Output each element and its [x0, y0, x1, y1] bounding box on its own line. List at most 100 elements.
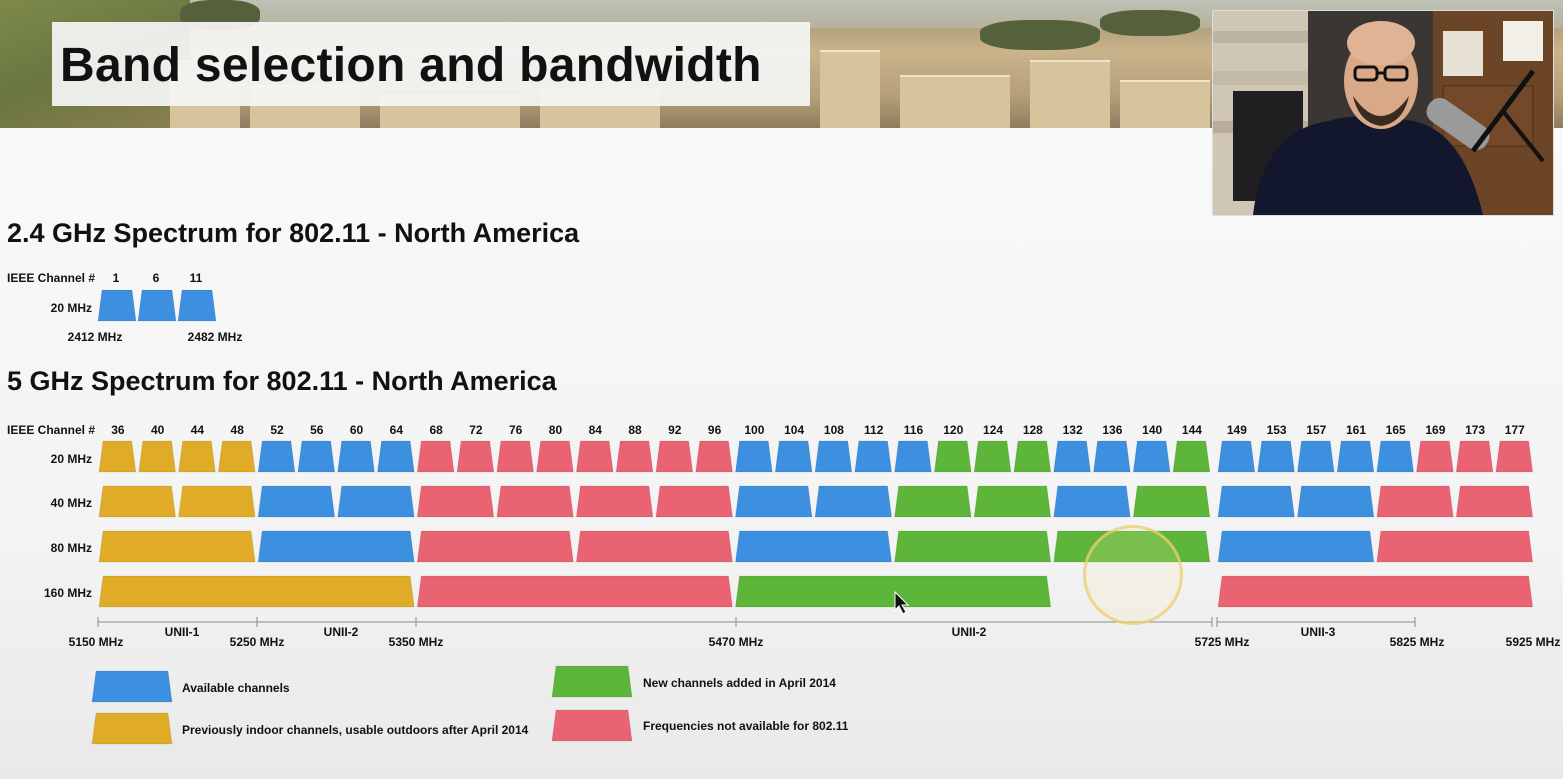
channel-number-92: 92	[668, 423, 682, 437]
ieee-channel-label-5: IEEE Channel #	[7, 423, 96, 437]
channel-number-157: 157	[1306, 423, 1327, 437]
channel-block-20mhz-18	[814, 440, 853, 473]
legend-label-available: Available channels	[182, 681, 290, 695]
channel-number-104: 104	[784, 423, 805, 437]
legend-label-new2014: New channels added in April 2014	[643, 676, 836, 690]
channel-block-80mhz-4	[734, 530, 893, 563]
ieee-channel-label-24: IEEE Channel #	[7, 271, 96, 285]
freq-label-5350: 5350 MHz	[388, 635, 444, 649]
row-label-24-20mhz: 20 MHz	[50, 301, 92, 315]
channel-block-20mhz-35	[1495, 440, 1534, 473]
channel-number-100: 100	[744, 423, 765, 437]
cursor-highlight	[1083, 525, 1183, 625]
channel-block-20mhz-3	[217, 440, 256, 473]
channel-number-40: 40	[150, 423, 165, 437]
channel-block-40mhz-7	[655, 485, 734, 518]
channel-block-24-1	[97, 289, 137, 322]
channel-number-64: 64	[389, 423, 404, 437]
channel-block-24-11	[177, 289, 217, 322]
channel-number-165: 165	[1385, 423, 1406, 437]
channel-block-40mhz-0	[98, 485, 177, 518]
channel-block-40mhz-1	[177, 485, 256, 518]
channel-block-20mhz-6	[337, 440, 376, 473]
channel-number-144: 144	[1181, 423, 1202, 437]
channel-block-20mhz-14	[655, 440, 694, 473]
channel-number-84: 84	[588, 423, 602, 437]
freq-label-5925: 5925 MHz	[1505, 635, 1561, 649]
channel-number-120: 120	[943, 423, 964, 437]
channel-block-20mhz-4	[257, 440, 296, 473]
channel-block-20mhz-29	[1257, 440, 1296, 473]
channel-block-40mhz-4	[416, 485, 495, 518]
legend-swatch-unavailable	[551, 709, 633, 742]
channel-block-20mhz-22	[973, 440, 1012, 473]
channel-block-40mhz-14	[1217, 485, 1296, 518]
channel-block-40mhz-8	[734, 485, 813, 518]
channel-block-40mhz-12	[1053, 485, 1131, 518]
channel-block-80mhz-8	[1376, 530, 1534, 563]
heading-2-4ghz: 2.4 GHz Spectrum for 802.11 - North Amer…	[7, 218, 580, 248]
band-label-unii2c: UNII-2	[951, 625, 987, 639]
channel-block-20mhz-0	[98, 440, 137, 473]
channel-number-153: 153	[1266, 423, 1287, 437]
channel-number-136: 136	[1102, 423, 1123, 437]
channel-block-40mhz-3	[337, 485, 415, 518]
channel-block-40mhz-9	[814, 485, 893, 518]
channel-block-20mhz-19	[854, 440, 893, 473]
channel-number-169: 169	[1425, 423, 1446, 437]
channel-block-160mhz-2	[734, 575, 1052, 608]
channel-block-20mhz-10	[496, 440, 535, 473]
channel-block-24-6	[137, 289, 177, 322]
channel-number-80: 80	[548, 423, 563, 437]
row-label-20mhz: 20 MHz	[50, 452, 92, 466]
channel-number-128: 128	[1022, 423, 1043, 437]
channel-number-140: 140	[1142, 423, 1163, 437]
channel-block-40mhz-16	[1376, 485, 1454, 518]
channel-number-52: 52	[270, 423, 284, 437]
channel-number-108: 108	[823, 423, 844, 437]
row-label-40mhz: 40 MHz	[50, 496, 92, 510]
freq-label-2482: 2482 MHz	[187, 330, 243, 344]
channel-number-173: 173	[1465, 423, 1486, 437]
channel-number-44: 44	[190, 423, 205, 437]
channel-block-40mhz-11	[973, 485, 1052, 518]
channel-block-20mhz-28	[1217, 440, 1256, 473]
channel-block-80mhz-5	[894, 530, 1052, 563]
presenter-image	[1213, 11, 1553, 215]
channel-block-160mhz-4	[1217, 575, 1534, 608]
band-label-unii3: UNII-3	[1300, 625, 1336, 639]
freq-label-5725: 5725 MHz	[1194, 635, 1250, 649]
channel-number-56: 56	[310, 423, 324, 437]
channel-number-124: 124	[983, 423, 1004, 437]
channel-block-20mhz-27	[1172, 440, 1211, 473]
channel-block-20mhz-30	[1296, 440, 1335, 473]
channel-block-20mhz-26	[1132, 440, 1171, 473]
channel-block-20mhz-21	[933, 440, 972, 473]
channel-block-80mhz-1	[257, 530, 415, 563]
channel-block-80mhz-7	[1217, 530, 1375, 563]
channel-block-80mhz-0	[98, 530, 256, 563]
freq-label-5250: 5250 MHz	[229, 635, 285, 649]
channel-block-40mhz-5	[496, 485, 574, 518]
channel-block-20mhz-33	[1415, 440, 1454, 473]
row-label-160mhz: 160 MHz	[43, 586, 92, 600]
channel-block-40mhz-13	[1132, 485, 1211, 518]
channel-number-132: 132	[1062, 423, 1083, 437]
band-label-unii2a: UNII-2	[323, 625, 359, 639]
channel-block-20mhz-1	[138, 440, 177, 473]
channel-block-20mhz-31	[1336, 440, 1375, 473]
legend-label-unavailable: Frequencies not available for 802.11	[643, 719, 849, 733]
channel-number-177: 177	[1504, 423, 1525, 437]
freq-label-5470: 5470 MHz	[708, 635, 764, 649]
channel-block-80mhz-2	[416, 530, 574, 563]
channel-number-24-1: 1	[112, 271, 120, 285]
row-label-80mhz: 80 MHz	[50, 541, 92, 555]
slide-title: Band selection and bandwidth	[60, 39, 762, 92]
freq-label-2412: 2412 MHz	[67, 330, 123, 344]
channel-block-20mhz-12	[575, 440, 614, 473]
channel-block-20mhz-17	[774, 440, 813, 473]
channel-number-48: 48	[230, 423, 244, 437]
channel-number-36: 36	[111, 423, 125, 437]
channel-block-20mhz-16	[734, 440, 773, 473]
